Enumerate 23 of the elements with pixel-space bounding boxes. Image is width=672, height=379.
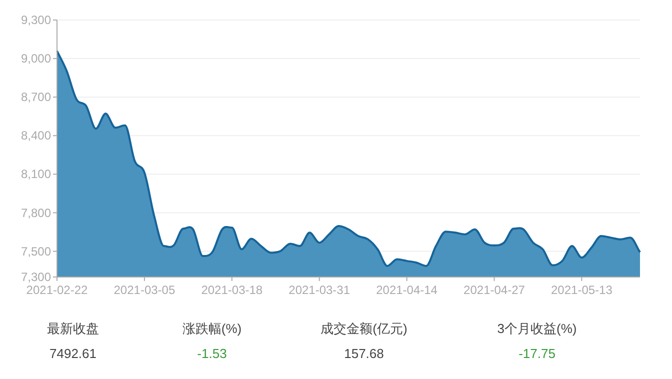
text: -17.75 <box>518 346 556 361</box>
y-tick-label: 7,500 <box>20 244 52 258</box>
x-tick-label: 2021-02-22 <box>26 283 88 297</box>
text: 157.68 <box>344 346 384 361</box>
y-tick-label: 7,800 <box>20 206 52 220</box>
text: 涨跌幅(%) <box>182 321 242 336</box>
x-tick-label: 2021-03-31 <box>288 283 350 297</box>
text: 7492.61 <box>50 346 96 361</box>
y-tick-label: 7,300 <box>20 270 52 284</box>
text: 3个月收益(%) <box>497 321 577 336</box>
y-tick-label: 9,000 <box>20 52 52 66</box>
x-tick-label: 2021-04-14 <box>376 283 438 297</box>
y-tick-label: 8,400 <box>20 128 52 143</box>
y-tick-label: 8,100 <box>20 167 52 182</box>
text: 成交金额(亿元) <box>320 321 408 336</box>
x-tick-label: 2021-03-18 <box>201 283 263 297</box>
x-tick-label: 2021-03-05 <box>114 283 176 297</box>
text: -1.53 <box>197 346 227 361</box>
y-tick-label: 8,700 <box>20 90 52 104</box>
x-tick-label: 2021-04-27 <box>464 283 526 297</box>
x-tick-label: 2021-05-13 <box>551 283 613 297</box>
y-tick-label: 9,300 <box>20 13 52 27</box>
text: 最新收盘 <box>47 321 99 336</box>
